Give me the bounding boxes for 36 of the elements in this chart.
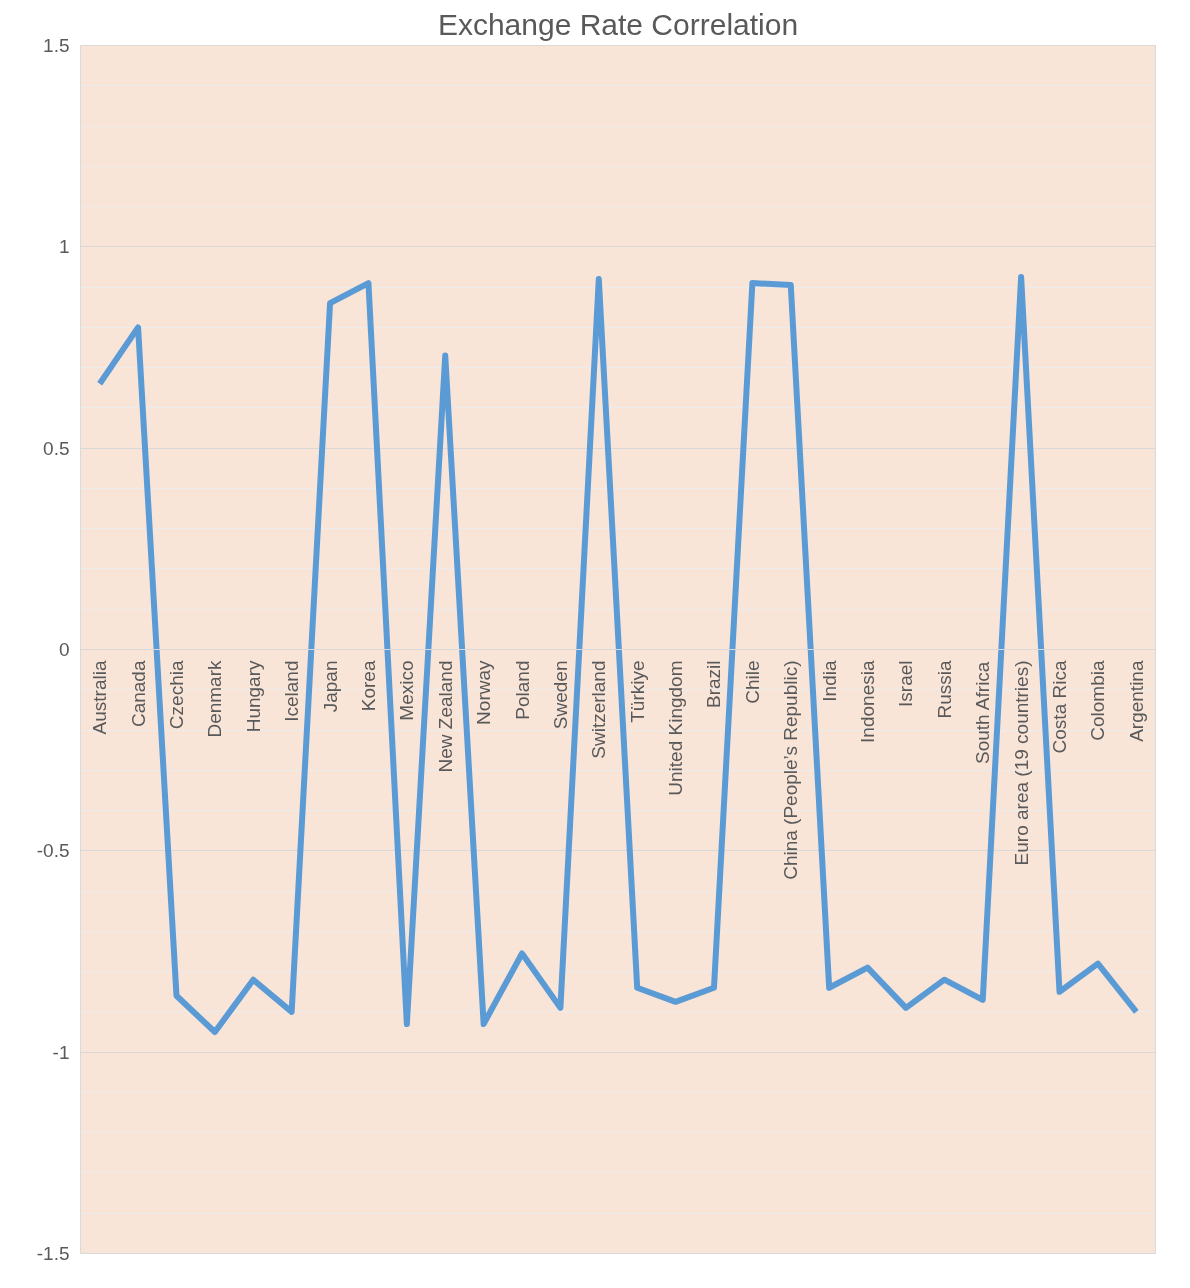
x-tick-label: United Kingdom: [665, 660, 687, 796]
y-tick-label: 0.5: [43, 437, 70, 459]
x-tick-label: Costa Rica: [1049, 660, 1071, 754]
x-tick-label: Indonesia: [857, 660, 879, 743]
x-tick-label: Australia: [89, 660, 111, 735]
x-tick-label: Iceland: [281, 660, 303, 722]
chart-title: Exchange Rate Correlation: [437, 7, 799, 41]
x-tick-label: Türkiye: [626, 660, 648, 723]
y-tick-label: -1.5: [36, 1243, 70, 1264]
x-tick-label: Poland: [511, 660, 533, 720]
x-tick-label: Hungary: [242, 660, 264, 733]
x-tick-label: South Africa: [972, 661, 994, 764]
x-tick-label: Switzerland: [588, 660, 610, 759]
y-tick-label: -0.5: [36, 840, 70, 862]
y-tick-label: 0: [58, 639, 70, 660]
x-tick-label: Russia: [933, 660, 955, 719]
x-tick-label: Canada: [127, 660, 149, 728]
x-tick-label: China (People’s Republic): [780, 660, 802, 880]
x-tick-label: Korea: [357, 660, 379, 712]
x-tick-label: India: [818, 660, 840, 702]
x-tick-label: Brazil: [703, 660, 725, 709]
x-tick-label: Israel: [895, 660, 917, 707]
y-tick-label: -1: [52, 1041, 70, 1063]
x-tick-label: Japan: [319, 660, 341, 713]
x-tick-label: Chile: [741, 660, 763, 704]
y-tick-label: 1.5: [43, 35, 70, 56]
x-tick-label: Czechia: [165, 660, 187, 730]
x-tick-label: New Zealand: [434, 660, 456, 773]
x-tick-label: Sweden: [549, 660, 571, 730]
x-tick-label: Colombia: [1087, 660, 1109, 741]
y-tick-label: 1: [58, 236, 70, 258]
x-tick-label: Euro area (19 countries): [1010, 660, 1032, 866]
x-tick-label: Norway: [473, 660, 495, 725]
x-tick-label: Argentina: [1125, 660, 1147, 742]
x-tick-label: Denmark: [204, 660, 226, 738]
x-tick-label: Mexico: [396, 660, 418, 721]
